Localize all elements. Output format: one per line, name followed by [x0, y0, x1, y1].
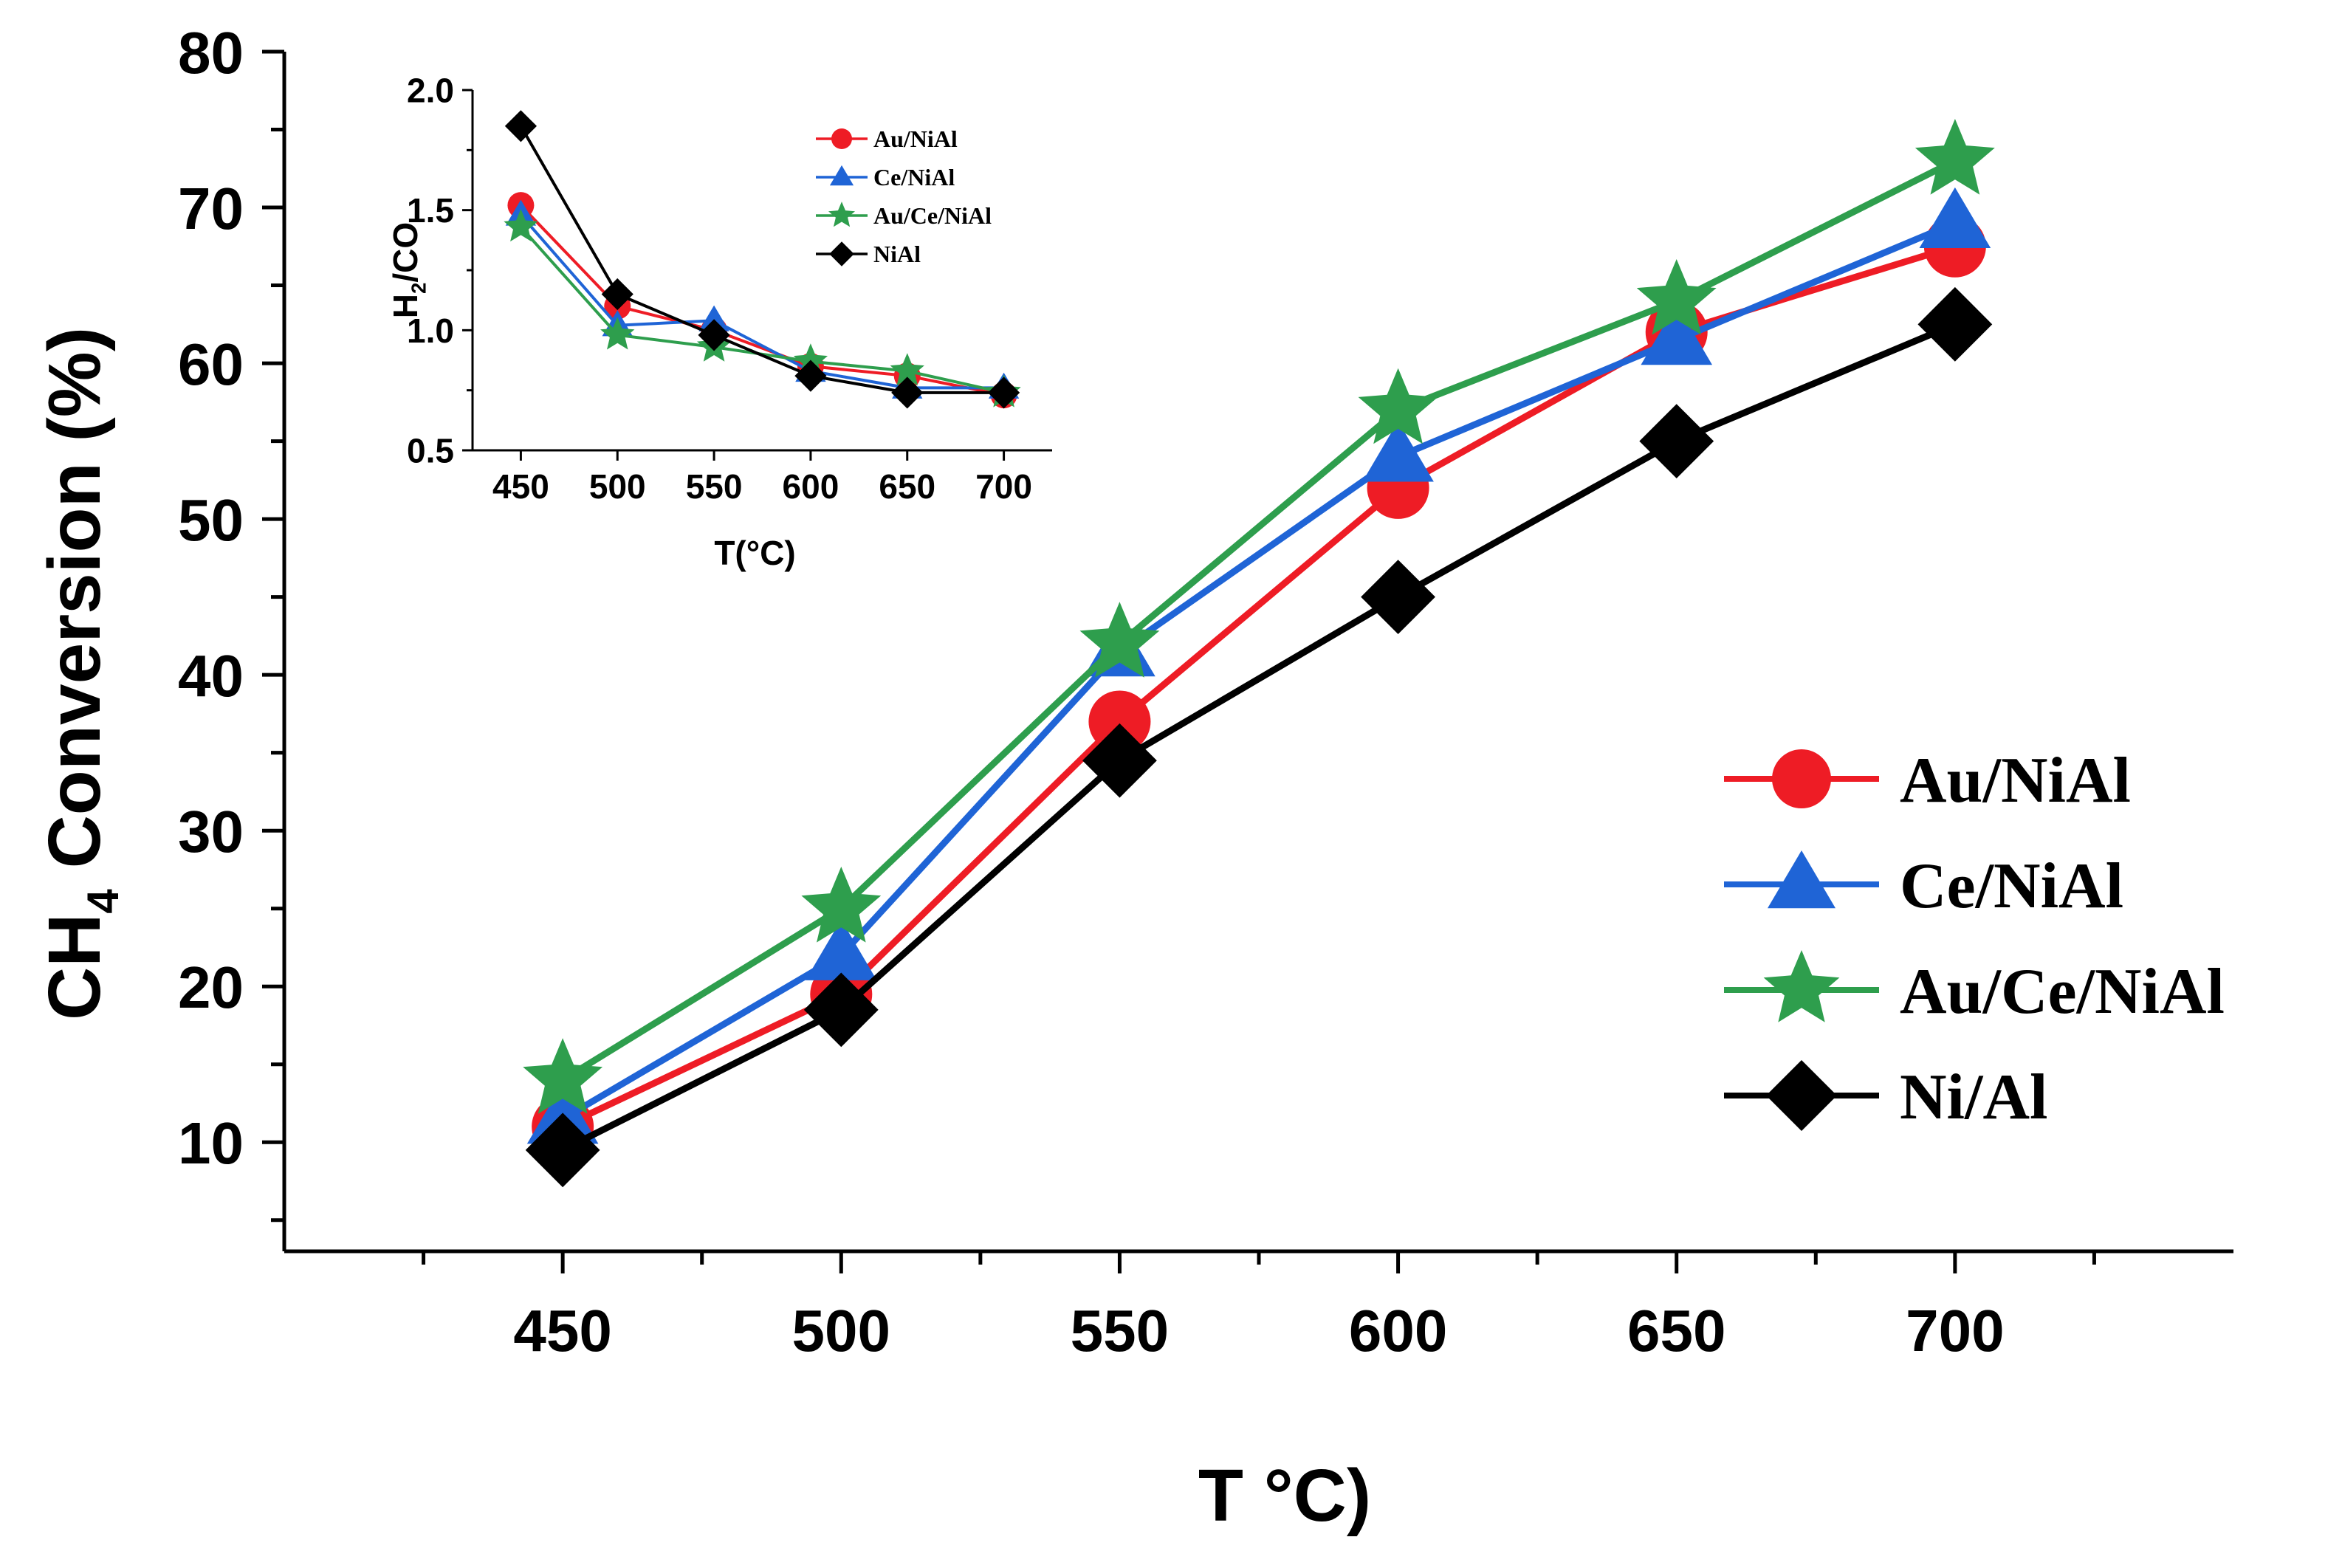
main-legend-label: Ce/NiAl [1900, 850, 2123, 922]
main-y-tick-label: 40 [178, 643, 244, 709]
inset-data-point [504, 110, 538, 142]
inset-x-tick-label: 550 [686, 467, 743, 506]
main-data-point [1641, 304, 1713, 365]
inset-data-point [504, 209, 538, 242]
main-series-line-1 [560, 219, 1957, 1122]
inset-x-tick-label: 450 [492, 467, 549, 506]
main-data-point [1082, 723, 1157, 798]
inset-data-point [987, 376, 1020, 409]
inset-series-line-3 [519, 125, 1004, 394]
main-legend-label: Au/Ce/NiAl [1900, 956, 2225, 1028]
main-x-tick-label: 600 [1349, 1298, 1447, 1364]
inset-y-title-sub: 2 [408, 283, 430, 294]
main-data-point [803, 972, 879, 1048]
main-y-title-rest: Conversion (%) [33, 327, 116, 889]
inset-y-tick-label: 1.5 [407, 191, 454, 230]
inset-y-title-rest: /CO [386, 222, 425, 283]
inset-data-point [891, 376, 924, 409]
inset-y-title-main: H [386, 294, 425, 318]
main-y-title-main: CH [33, 914, 116, 1020]
main-legend-marker [1772, 749, 1831, 808]
inset-x-tick-label: 650 [879, 467, 935, 506]
inset-x-axis-title: T(°C) [714, 534, 795, 572]
main-y-tick-label: 80 [178, 20, 244, 86]
main-y-tick-label: 60 [178, 331, 244, 397]
inset-y-axis-title: H2/CO [386, 222, 430, 318]
main-y-title-sub: 4 [78, 889, 128, 914]
main-legend-label: Au/NiAl [1900, 745, 2131, 816]
inset-chart: 450 500 550 600 650 700 0.5 1.0 1.5 2.0 T(°C) H2/CO… [386, 72, 1052, 572]
main-legend-marker [1766, 1060, 1837, 1131]
main-data-point [805, 919, 877, 980]
main-legend-label: Ni/Al [1900, 1062, 2047, 1133]
main-y-tick-label: 70 [178, 176, 244, 241]
main-y-tick-label: 20 [178, 955, 244, 1020]
inset-series-line-1 [519, 213, 1004, 390]
main-y-tick-label: 30 [178, 799, 244, 864]
inset-data-point [601, 278, 633, 311]
main-data-point [1088, 690, 1151, 753]
inset-legend-label: Au/NiAl [873, 125, 958, 152]
inset-data-point [793, 343, 828, 376]
inset-legend-marker [829, 165, 854, 186]
inset-data-point [600, 317, 635, 350]
inset-data-point [698, 305, 729, 331]
main-data-point [1362, 421, 1434, 482]
inset-legend-label: Ce/NiAl [873, 164, 955, 190]
main-legend-marker [1763, 950, 1840, 1022]
main-series-line-2 [560, 157, 1957, 1083]
inset-legend-label: NiAl [873, 241, 921, 267]
main-data-point [1079, 602, 1160, 678]
main-series-line-3 [561, 321, 1957, 1153]
main-x-axis-title: T °C) [1198, 1454, 1371, 1537]
inset-legend-label: Au/Ce/NiAl [873, 202, 992, 229]
inset-data-point [890, 353, 924, 386]
main-data-point [801, 867, 882, 943]
main-x-tick-label: 550 [1071, 1298, 1169, 1364]
main-y-axis-title: CH4 Conversion (%) [33, 327, 128, 1020]
inset-data-point [698, 319, 730, 351]
main-data-point [1917, 286, 1993, 362]
inset-y-tick-label: 1.0 [407, 312, 454, 350]
inset-series-line-0 [519, 204, 1004, 397]
main-data-point [523, 1038, 603, 1114]
inset-legend-marker [829, 241, 854, 267]
inset-x-tick-label: 700 [975, 467, 1032, 506]
main-y-tick-label: 50 [178, 487, 244, 553]
main-data-point [1358, 368, 1438, 444]
inset-data-point [794, 360, 827, 392]
inset-x-tick-label: 600 [783, 467, 839, 506]
main-x-tick-label: 700 [1906, 1298, 2004, 1364]
main-x-tick-label: 650 [1627, 1298, 1725, 1364]
main-data-point [1361, 560, 1435, 635]
inset-y-tick-label: 2.0 [407, 72, 454, 110]
main-x-tick-label: 500 [792, 1298, 890, 1364]
inset-y-tick-label: 0.5 [407, 432, 454, 470]
inset-x-tick-label: 500 [589, 467, 646, 506]
main-legend-marker [1768, 850, 1836, 909]
main-data-point [1915, 119, 1995, 195]
main-y-tick-label: 10 [178, 1110, 244, 1176]
main-data-point [1636, 259, 1717, 335]
main-data-point [1919, 187, 1991, 248]
main-data-point [1639, 404, 1714, 478]
inset-legend-marker [831, 128, 852, 149]
main-data-point [525, 1113, 600, 1188]
main-x-tick-label: 450 [513, 1298, 611, 1364]
inset-legend-marker [828, 202, 855, 227]
main-chart: 450 500 550 600 650 700 10 20 30 40 50 60 70 80 T °C) C… [33, 20, 2233, 1537]
